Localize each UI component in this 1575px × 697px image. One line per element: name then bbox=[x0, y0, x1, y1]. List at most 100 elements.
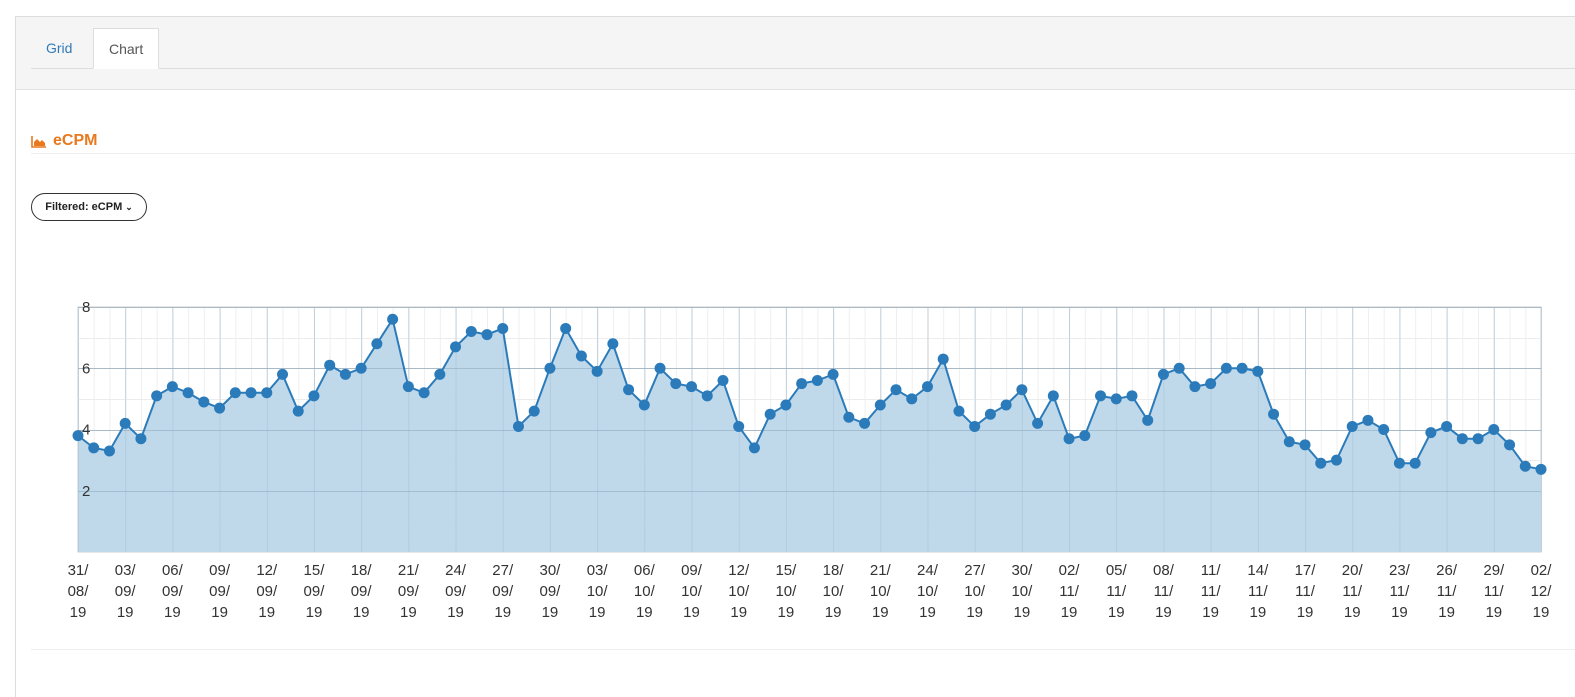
data-point bbox=[906, 393, 918, 405]
x-tick-label: 19 bbox=[1344, 604, 1361, 621]
data-point bbox=[1299, 439, 1311, 451]
x-tick-label: 19 bbox=[1485, 604, 1502, 621]
x-tick-label: 03/ bbox=[115, 562, 137, 579]
x-tick-label: 09/ bbox=[398, 583, 420, 600]
data-point bbox=[701, 390, 713, 402]
x-tick-label: 02/ bbox=[1531, 562, 1553, 579]
data-point bbox=[182, 387, 194, 399]
data-point bbox=[245, 387, 257, 399]
x-tick-label: 23/ bbox=[1389, 562, 1411, 579]
data-point bbox=[214, 402, 226, 414]
x-tick-label: 19 bbox=[778, 604, 795, 621]
data-point bbox=[1189, 381, 1201, 393]
x-tick-label: 19 bbox=[353, 604, 370, 621]
x-tick-label: 19 bbox=[70, 604, 87, 621]
x-tick-label: 19 bbox=[1438, 604, 1455, 621]
x-tick-label: 19 bbox=[1249, 604, 1266, 621]
x-tick-label: 19 bbox=[683, 604, 700, 621]
x-tick-label: 12/ bbox=[1531, 583, 1553, 600]
data-point bbox=[166, 381, 178, 393]
x-tick-label: 10/ bbox=[1011, 583, 1033, 600]
x-tick-label: 27/ bbox=[964, 562, 986, 579]
data-point bbox=[1110, 393, 1122, 405]
x-tick-label: 19 bbox=[447, 604, 464, 621]
chevron-down-icon: ⌄ bbox=[125, 201, 133, 212]
x-tick-label: 08/ bbox=[1153, 562, 1175, 579]
data-point bbox=[654, 362, 666, 374]
data-point bbox=[339, 368, 351, 380]
x-tick-label: 29/ bbox=[1483, 562, 1505, 579]
x-tick-label: 19 bbox=[919, 604, 936, 621]
data-point bbox=[1519, 460, 1531, 472]
data-point bbox=[560, 322, 572, 334]
filter-dropdown-button[interactable]: Filtered: eCPM ⌄ bbox=[31, 193, 147, 221]
x-tick-label: 27/ bbox=[492, 562, 514, 579]
data-point bbox=[261, 387, 273, 399]
data-point bbox=[1456, 433, 1468, 445]
data-point bbox=[371, 338, 383, 350]
data-point bbox=[591, 365, 603, 377]
tab-grid[interactable]: Grid bbox=[46, 40, 73, 56]
x-tick-label: 02/ bbox=[1059, 562, 1081, 579]
x-tick-label: 19 bbox=[1014, 604, 1031, 621]
data-point bbox=[748, 442, 760, 454]
x-tick-label: 20/ bbox=[1342, 562, 1364, 579]
x-tick-label: 19 bbox=[872, 604, 889, 621]
data-point bbox=[72, 430, 84, 442]
section-title-text: eCPM bbox=[53, 132, 98, 149]
x-tick-label: 14/ bbox=[1247, 562, 1269, 579]
x-tick-label: 31/ bbox=[68, 562, 90, 579]
x-tick-label: 11/ bbox=[1201, 562, 1222, 579]
data-point bbox=[1032, 417, 1044, 429]
x-tick-label: 19 bbox=[1108, 604, 1125, 621]
data-point bbox=[387, 313, 399, 325]
x-tick-label: 19 bbox=[306, 604, 323, 621]
data-point bbox=[607, 338, 619, 350]
data-point bbox=[292, 405, 304, 417]
data-point bbox=[843, 411, 855, 423]
x-tick-label: 19 bbox=[636, 604, 653, 621]
data-point bbox=[1157, 368, 1169, 380]
data-point bbox=[984, 408, 996, 420]
data-point bbox=[418, 387, 430, 399]
x-tick-label: 19 bbox=[542, 604, 559, 621]
x-tick-label: 26/ bbox=[1436, 562, 1458, 579]
data-point bbox=[796, 378, 808, 390]
data-point bbox=[88, 442, 100, 454]
data-point bbox=[355, 362, 367, 374]
filter-label: Filtered: eCPM bbox=[45, 201, 123, 213]
data-point bbox=[1330, 454, 1342, 466]
x-tick-label: 09/ bbox=[209, 562, 231, 579]
data-point bbox=[450, 341, 462, 353]
x-tick-label: 15/ bbox=[304, 562, 326, 579]
data-point bbox=[1205, 378, 1217, 390]
x-tick-label: 10/ bbox=[823, 583, 845, 600]
x-tick-label: 19 bbox=[1297, 604, 1314, 621]
x-tick-label: 19 bbox=[589, 604, 606, 621]
x-tick-label: 10/ bbox=[634, 583, 656, 600]
data-point bbox=[1047, 390, 1059, 402]
data-point bbox=[859, 417, 871, 429]
data-point bbox=[937, 353, 949, 365]
x-tick-label: 19 bbox=[258, 604, 275, 621]
data-point bbox=[1283, 436, 1295, 448]
x-tick-label: 12/ bbox=[728, 562, 750, 579]
x-tick-label: 10/ bbox=[870, 583, 892, 600]
x-tick-label: 11/ bbox=[1390, 583, 1411, 600]
data-point bbox=[103, 445, 115, 457]
x-tick-label: 19 bbox=[966, 604, 983, 621]
data-point bbox=[890, 384, 902, 396]
title-divider bbox=[31, 153, 1575, 154]
tab-divider bbox=[31, 68, 1575, 69]
data-point bbox=[764, 408, 776, 420]
data-point bbox=[733, 420, 745, 432]
x-tick-label: 17/ bbox=[1295, 562, 1317, 579]
tab-chart[interactable]: Chart bbox=[93, 28, 160, 69]
x-tick-label: 19 bbox=[164, 604, 181, 621]
data-point bbox=[969, 420, 981, 432]
data-point bbox=[1441, 420, 1453, 432]
x-tick-label: 09/ bbox=[540, 583, 562, 600]
data-point bbox=[1346, 420, 1358, 432]
data-point bbox=[1472, 433, 1484, 445]
data-point bbox=[434, 368, 446, 380]
